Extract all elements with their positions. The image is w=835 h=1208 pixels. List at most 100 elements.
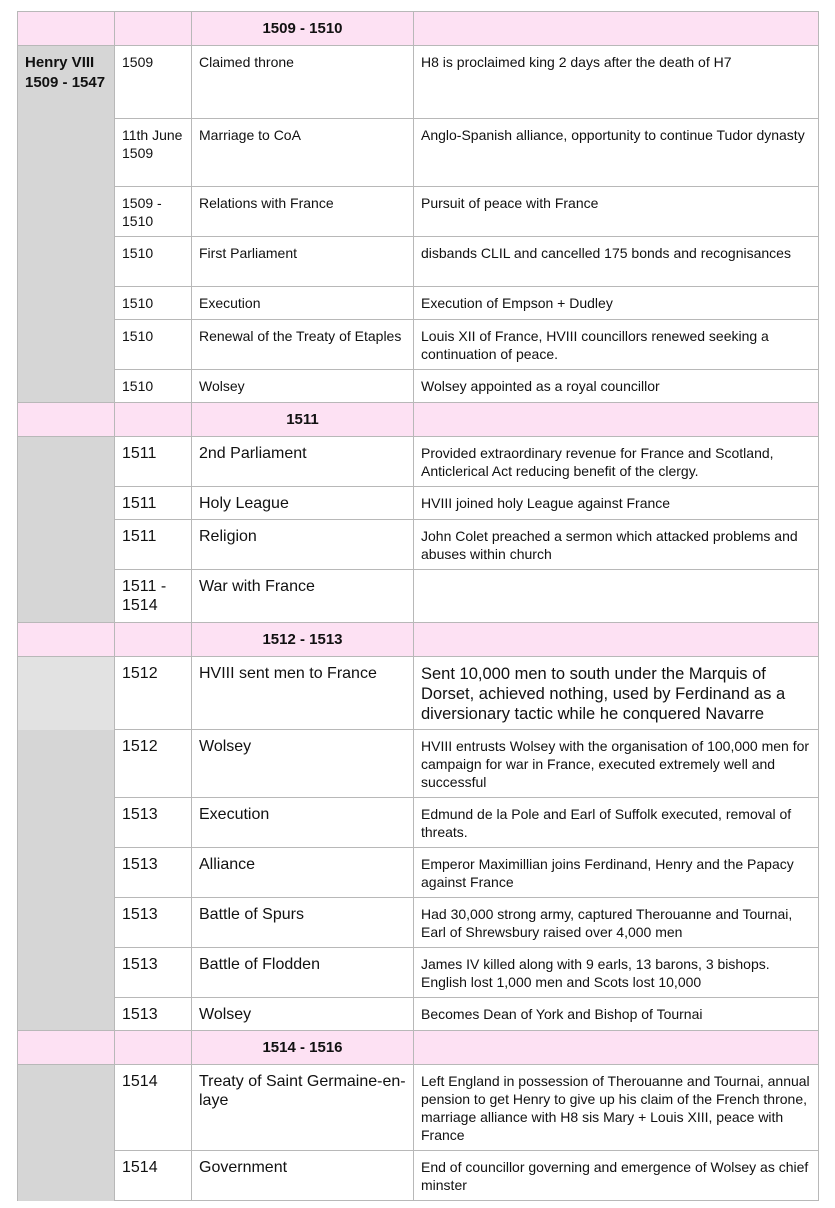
event-cell: Marriage to CoA — [191, 118, 414, 187]
detail-cell-blank — [413, 1030, 819, 1065]
detail-cell-blank — [413, 402, 819, 437]
reign-cell — [17, 997, 115, 1031]
table-row: 1512 HVIII sent men to France Sent 10,000 … — [17, 656, 819, 730]
reign-cell — [17, 319, 115, 370]
table-row: 1511 - 1514 War with France — [17, 569, 819, 623]
event-cell: Treaty of Saint Germaine-en-laye — [191, 1064, 414, 1151]
reign-cell — [17, 569, 115, 623]
year-cell: 1514 — [114, 1150, 192, 1201]
year-cell: 11th June 1509 — [114, 118, 192, 187]
event-cell: Wolsey — [191, 729, 414, 798]
detail-cell: HVIII joined holy League against France — [413, 486, 819, 520]
detail-cell: Emperor Maximillian joins Ferdinand, Hen… — [413, 847, 819, 898]
year-cell: 1510 — [114, 286, 192, 320]
detail-cell-blank — [413, 11, 819, 46]
reign-cell — [17, 1150, 115, 1201]
table-row: 1510 First Parliament disbands CLIL and ca… — [17, 236, 819, 287]
year-cell-blank — [114, 402, 192, 437]
timeline-table: 1509 - 1510 Henry VIII 1509 - 1547 1509 Cla… — [17, 11, 819, 1201]
reign-cell — [17, 1064, 115, 1151]
year-cell: 1513 — [114, 897, 192, 948]
section-header-row: 1511 — [17, 402, 819, 437]
year-cell: 1514 — [114, 1064, 192, 1151]
reign-cell — [17, 236, 115, 287]
table-row: 1510 Wolsey Wolsey appointed as a royal co… — [17, 369, 819, 403]
detail-cell-blank — [413, 622, 819, 657]
event-cell: Battle of Flodden — [191, 947, 414, 998]
detail-cell: HVIII entrusts Wolsey with the organisat… — [413, 729, 819, 798]
table-row: 1510 Execution Execution of Empson + Dudle… — [17, 286, 819, 320]
reign-cell — [17, 369, 115, 403]
section-title: 1512 - 1513 — [191, 622, 414, 657]
year-cell: 1513 — [114, 947, 192, 998]
reign-cell — [17, 897, 115, 948]
table-row: 1513 Alliance Emperor Maximillian joins Fe… — [17, 847, 819, 898]
detail-cell: Provided extraordinary revenue for Franc… — [413, 436, 819, 487]
event-cell: First Parliament — [191, 236, 414, 287]
reign-cell — [17, 519, 115, 570]
year-cell: 1513 — [114, 797, 192, 848]
reign-cell — [17, 656, 115, 730]
reign-cell — [17, 847, 115, 898]
table-row: 1514 Government End of councillor governin… — [17, 1150, 819, 1201]
detail-cell: Louis XII of France, HVIII councillors r… — [413, 319, 819, 370]
detail-cell: Edmund de la Pole and Earl of Suffolk ex… — [413, 797, 819, 848]
table-row: 1511 2nd Parliament Provided extraordinary… — [17, 436, 819, 487]
detail-cell: Pursuit of peace with France — [413, 186, 819, 237]
reign-cell-blank — [17, 11, 115, 46]
detail-cell: James IV killed along with 9 earls, 13 b… — [413, 947, 819, 998]
event-cell: War with France — [191, 569, 414, 623]
reign-cell — [17, 436, 115, 487]
table-row: 1513 Battle of Spurs Had 30,000 strong arm… — [17, 897, 819, 948]
year-cell: 1511 — [114, 519, 192, 570]
event-cell: HVIII sent men to France — [191, 656, 414, 730]
event-cell: Religion — [191, 519, 414, 570]
detail-cell — [413, 569, 819, 623]
year-cell: 1511 - 1514 — [114, 569, 192, 623]
detail-cell: Anglo-Spanish alliance, opportunity to c… — [413, 118, 819, 187]
year-cell-blank — [114, 622, 192, 657]
detail-cell: End of councillor governing and emergenc… — [413, 1150, 819, 1201]
detail-cell: Sent 10,000 men to south under the Marqu… — [413, 656, 819, 730]
table-row: 1510 Renewal of the Treaty of Etaples Loui… — [17, 319, 819, 370]
detail-cell: Had 30,000 strong army, captured Theroua… — [413, 897, 819, 948]
year-cell: 1509 — [114, 45, 192, 119]
event-cell: Government — [191, 1150, 414, 1201]
detail-cell: Becomes Dean of York and Bishop of Tourn… — [413, 997, 819, 1031]
section-header-row: 1509 - 1510 — [17, 11, 819, 46]
year-cell: 1512 — [114, 729, 192, 798]
detail-cell: Left England in possession of Therouanne… — [413, 1064, 819, 1151]
event-cell: Alliance — [191, 847, 414, 898]
detail-cell: Execution of Empson + Dudley — [413, 286, 819, 320]
timeline-body: 1509 - 1510 Henry VIII 1509 - 1547 1509 Cla… — [17, 11, 819, 1201]
event-cell: Battle of Spurs — [191, 897, 414, 948]
event-cell: Execution — [191, 286, 414, 320]
detail-cell: John Colet preached a sermon which attac… — [413, 519, 819, 570]
event-cell: Wolsey — [191, 997, 414, 1031]
reign-cell — [17, 947, 115, 998]
section-title: 1511 — [191, 402, 414, 437]
table-row: 1512 Wolsey HVIII entrusts Wolsey with the… — [17, 729, 819, 798]
reign-cell — [17, 118, 115, 187]
table-row: 1513 Execution Edmund de la Pole and Earl … — [17, 797, 819, 848]
table-row: 1513 Wolsey Becomes Dean of York and Bisho… — [17, 997, 819, 1031]
king-label: Henry VIII 1509 - 1547 — [25, 54, 106, 91]
year-cell: 1511 — [114, 436, 192, 487]
year-cell: 1510 — [114, 236, 192, 287]
year-cell: 1513 — [114, 997, 192, 1031]
table-row: 1509 - 1510 Relations with France Pursuit … — [17, 186, 819, 237]
reign-cell-blank — [17, 1030, 115, 1065]
detail-cell: Wolsey appointed as a royal councillor — [413, 369, 819, 403]
section-header-row: 1514 - 1516 — [17, 1030, 819, 1065]
reign-cell: Henry VIII 1509 - 1547 — [17, 45, 115, 119]
event-cell: Relations with France — [191, 186, 414, 237]
table-row: 1511 Holy League HVIII joined holy League … — [17, 486, 819, 520]
reign-cell — [17, 286, 115, 320]
event-cell: Wolsey — [191, 369, 414, 403]
detail-cell: disbands CLIL and cancelled 175 bonds an… — [413, 236, 819, 287]
year-cell: 1510 — [114, 319, 192, 370]
detail-cell: H8 is proclaimed king 2 days after the d… — [413, 45, 819, 119]
year-cell: 1512 — [114, 656, 192, 730]
reign-cell-blank — [17, 622, 115, 657]
table-row: 1514 Treaty of Saint Germaine-en-laye Left… — [17, 1064, 819, 1151]
